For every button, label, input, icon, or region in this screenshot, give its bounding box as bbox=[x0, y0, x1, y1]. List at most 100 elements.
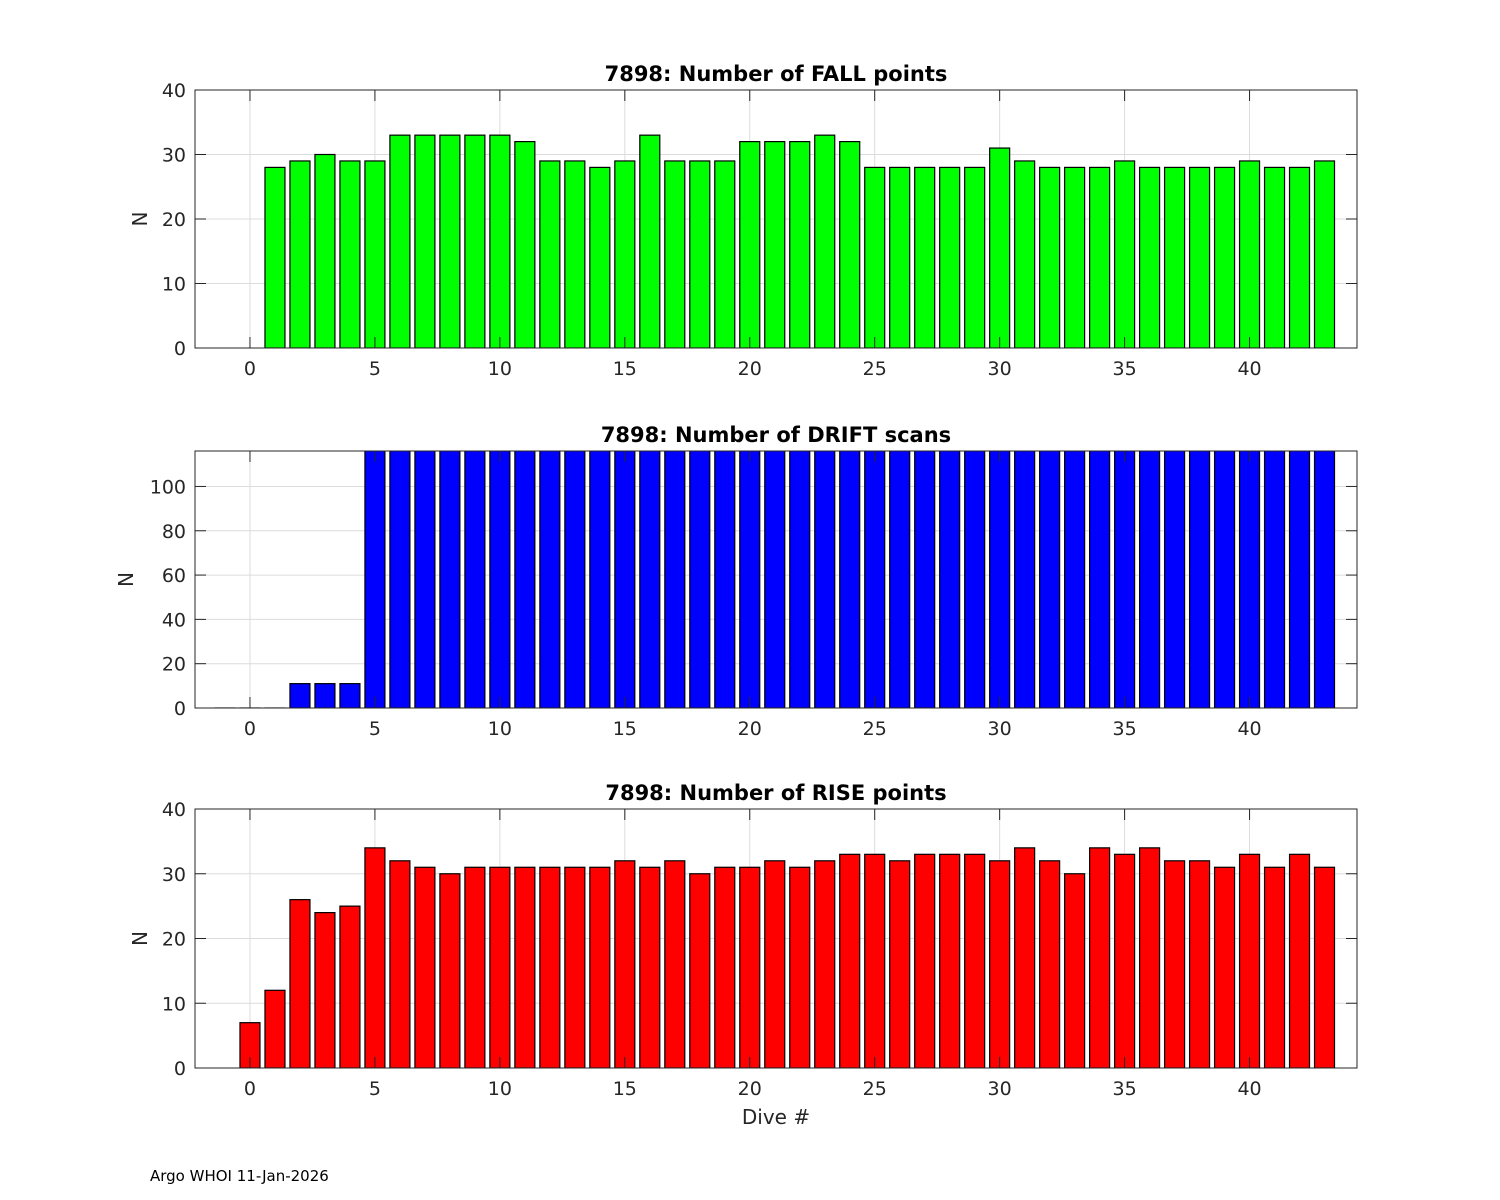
bar-dive-5 bbox=[364, 160, 386, 348]
bar-dive-15 bbox=[614, 451, 636, 708]
bar-dive-42 bbox=[1288, 166, 1311, 348]
bar-dive-24 bbox=[839, 451, 861, 708]
bar-dive-17 bbox=[664, 160, 686, 348]
bar-dive-13 bbox=[564, 160, 586, 348]
x-tick-label: 40 bbox=[1237, 1078, 1261, 1100]
bar-dive-23 bbox=[814, 860, 836, 1068]
bar-dive-6 bbox=[389, 451, 411, 708]
bar-dive-34 bbox=[1089, 166, 1111, 348]
bar-dive-21 bbox=[764, 141, 786, 348]
bar-dive-6 bbox=[389, 134, 411, 348]
footer-text: Argo WHOI 11-Jan-2026 bbox=[150, 1167, 329, 1185]
bars bbox=[239, 847, 1336, 1068]
bar-dive-6 bbox=[389, 860, 411, 1068]
bar-dive-5 bbox=[364, 847, 386, 1068]
x-tick-label: 25 bbox=[863, 358, 887, 380]
bar-dive-18 bbox=[689, 160, 711, 348]
bar-dive-28 bbox=[939, 853, 961, 1068]
bar-dive-30 bbox=[989, 860, 1011, 1068]
bar-dive-5 bbox=[364, 451, 386, 708]
bar-dive-13 bbox=[564, 451, 586, 708]
bar-dive-19 bbox=[714, 451, 736, 708]
bar-dive-38 bbox=[1188, 860, 1211, 1068]
chart-panel-0: 0 5 10 15 20 25 30 35 40 0 10 20 30 40 7898: Number of… bbox=[128, 62, 1358, 380]
bar-dive-12 bbox=[539, 866, 561, 1068]
bar-dive-25 bbox=[864, 451, 886, 708]
bar-dive-8 bbox=[439, 134, 461, 348]
bar-dive-43 bbox=[1313, 160, 1336, 348]
bar-dive-37 bbox=[1163, 166, 1186, 348]
bar-dive-20 bbox=[739, 866, 761, 1068]
bar-dive-34 bbox=[1089, 451, 1111, 708]
bar-dive-33 bbox=[1064, 451, 1086, 708]
bar-dive-10 bbox=[489, 451, 511, 708]
bar-dive-38 bbox=[1188, 166, 1211, 348]
x-tick-label: 20 bbox=[738, 1078, 762, 1100]
bar-dive-2 bbox=[289, 899, 311, 1068]
bar-dive-16 bbox=[639, 134, 661, 348]
bar-dive-7 bbox=[414, 866, 436, 1068]
bar-dive-22 bbox=[789, 866, 811, 1068]
bar-dive-42 bbox=[1288, 451, 1311, 708]
bar-dive-14 bbox=[589, 866, 611, 1068]
bar-dive-32 bbox=[1039, 451, 1061, 708]
bar-dive-36 bbox=[1138, 847, 1161, 1068]
bar-dive-22 bbox=[789, 141, 811, 348]
bar-dive-23 bbox=[814, 451, 836, 708]
bar-dive-37 bbox=[1163, 451, 1186, 708]
bar-dive-8 bbox=[439, 451, 461, 708]
bar-dive-26 bbox=[889, 860, 911, 1068]
x-tick-label: 25 bbox=[863, 1078, 887, 1100]
bar-dive-3 bbox=[314, 153, 336, 348]
bar-dive-9 bbox=[464, 866, 486, 1068]
bar-dive-7 bbox=[414, 451, 436, 708]
bar-dive-16 bbox=[639, 866, 661, 1068]
bar-dive-4 bbox=[339, 683, 361, 708]
bar-dive-9 bbox=[464, 451, 486, 708]
bar-dive-36 bbox=[1138, 166, 1161, 348]
bar-dive-3 bbox=[314, 683, 336, 708]
x-tick-label: 35 bbox=[1113, 358, 1137, 380]
chart-title: 7898: Number of DRIFT scans bbox=[601, 423, 951, 447]
x-tick-label: 10 bbox=[488, 1078, 512, 1100]
x-tick-label: 5 bbox=[369, 718, 381, 740]
y-axis-label: N bbox=[114, 572, 138, 587]
bar-dive-35 bbox=[1114, 160, 1136, 348]
x-tick-label: 25 bbox=[863, 718, 887, 740]
bar-dive-17 bbox=[664, 451, 686, 708]
bar-dive-32 bbox=[1039, 166, 1061, 348]
x-tick-label: 40 bbox=[1237, 358, 1261, 380]
bar-dive-20 bbox=[739, 141, 761, 348]
bar-dive-38 bbox=[1188, 451, 1211, 708]
bar-dive-31 bbox=[1014, 847, 1036, 1068]
bar-dive-21 bbox=[764, 860, 786, 1068]
bar-dive-12 bbox=[539, 451, 561, 708]
chart-panel-1: 0 5 10 15 20 25 30 35 40 0 20 40 60 80 100 7898: Number… bbox=[114, 423, 1358, 740]
bar-dive-33 bbox=[1064, 166, 1086, 348]
bar-dive-41 bbox=[1263, 866, 1286, 1068]
bar-dive-3 bbox=[314, 911, 336, 1068]
bar-dive-39 bbox=[1213, 866, 1236, 1068]
bar-dive-27 bbox=[914, 451, 936, 708]
bar-dive-27 bbox=[914, 166, 936, 348]
bar-dive-1 bbox=[264, 166, 286, 348]
bar-dive-29 bbox=[964, 451, 986, 708]
bars bbox=[264, 134, 1336, 348]
bar-dive-40 bbox=[1238, 853, 1261, 1068]
bar-dive-27 bbox=[914, 853, 936, 1068]
bar-dive-42 bbox=[1288, 853, 1311, 1068]
y-tick-label: 0 bbox=[174, 698, 186, 720]
bar-dive-24 bbox=[839, 141, 861, 348]
bar-dive-29 bbox=[964, 166, 986, 348]
x-tick-label: 15 bbox=[613, 1078, 637, 1100]
bar-dive-30 bbox=[989, 451, 1011, 708]
x-tick-label: 20 bbox=[738, 718, 762, 740]
bar-dive-13 bbox=[564, 866, 586, 1068]
bar-dive-17 bbox=[664, 860, 686, 1068]
bar-dive-37 bbox=[1163, 860, 1186, 1068]
y-tick-label: 0 bbox=[174, 1058, 186, 1080]
x-tick-label: 30 bbox=[988, 358, 1012, 380]
bar-dive-4 bbox=[339, 905, 361, 1068]
y-tick-label: 20 bbox=[162, 654, 186, 676]
y-tick-label: 40 bbox=[162, 799, 186, 821]
